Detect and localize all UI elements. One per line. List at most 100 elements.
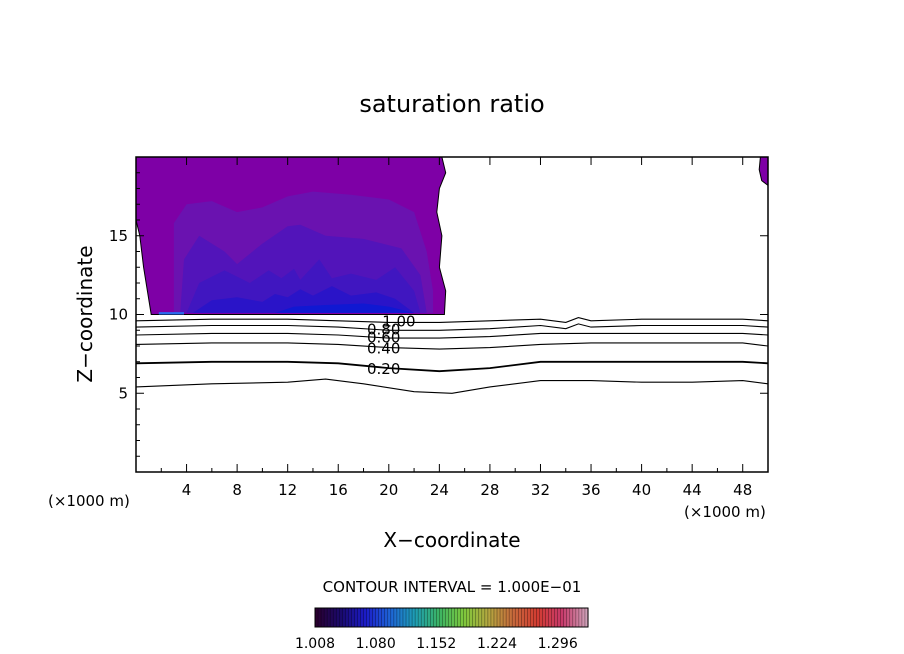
colorbar-cell (506, 608, 510, 627)
contour-line (136, 360, 768, 373)
x-tick-label: 12 (278, 481, 297, 499)
colorbar-cell (433, 608, 437, 627)
colorbar-cell (345, 608, 349, 627)
colorbar-cell (554, 608, 559, 627)
colorbar-cell (381, 608, 386, 627)
colorbar-cell (490, 608, 495, 627)
filled-region (158, 312, 184, 315)
colorbar-cell (487, 608, 492, 627)
colorbar-cell (318, 608, 322, 627)
contour-label: 0.20 (367, 360, 400, 378)
x-tick-label: 36 (581, 481, 600, 499)
colorbar-cell (366, 608, 371, 627)
x-ticks: 4 8 12 16 20 24 28 32 36 40 44 48 (160, 157, 752, 499)
y-tick-label: 10 (109, 306, 128, 324)
colorbar-cell (424, 608, 428, 627)
x-tick-label: 28 (480, 481, 499, 499)
colorbar-cell (469, 608, 474, 627)
colorbar-cell (533, 608, 538, 627)
colorbar-cell (557, 608, 562, 627)
x-tick-label: 24 (430, 481, 449, 499)
colorbar-cell (390, 608, 395, 627)
colorbar-cell (333, 608, 337, 627)
contour-line (136, 342, 768, 350)
colorbar-cell (472, 608, 477, 627)
colorbar-cell (518, 608, 522, 627)
colorbar-cell (457, 608, 462, 627)
contour-line (136, 323, 768, 331)
colorbar-cell (509, 608, 513, 627)
colorbar-cell (363, 608, 368, 627)
contour-label: 0.80 (367, 321, 400, 339)
colorbar-cell (402, 608, 407, 627)
filled-region (758, 157, 768, 187)
contour-label: 0.40 (367, 339, 400, 357)
colorbar-cell (521, 608, 525, 627)
colorbar-cell (415, 608, 419, 627)
colorbar-tick-label: 1.224 (477, 636, 517, 652)
colorbar-cell (542, 608, 547, 627)
y-tick-label: 15 (109, 227, 128, 245)
colorbar-cell (466, 608, 471, 627)
colorbar-cell (442, 608, 447, 627)
colorbar-cell (384, 608, 389, 627)
colorbar-cell (330, 608, 334, 627)
colorbar-cell (475, 608, 480, 627)
colorbar-cell (321, 608, 325, 627)
colorbar-cell (324, 608, 328, 627)
colorbar-tick-label: 1.296 (538, 636, 578, 652)
colorbar-cell (503, 608, 507, 627)
filled-region (275, 303, 415, 313)
colorbar-cell (448, 608, 453, 627)
colorbar-cell (439, 608, 443, 627)
colorbar-cell (375, 608, 380, 627)
colorbar-cell (575, 608, 580, 627)
colorbar-cell (578, 608, 583, 627)
colorbar-tick-label: 1.152 (416, 636, 456, 652)
x-tick-label: 4 (182, 481, 192, 499)
contour-line (136, 317, 768, 323)
colorbar-cell (351, 608, 356, 627)
colorbar-tick-label: 1.008 (295, 636, 335, 652)
colorbar-cell (560, 608, 565, 627)
colorbar-cell (327, 608, 331, 627)
colorbar-cell (348, 608, 352, 627)
colorbar-cell (500, 608, 504, 627)
colorbar-cell (409, 608, 413, 627)
colorbar-cell (342, 608, 346, 627)
colorbar-cell (566, 608, 571, 627)
x-tick-label: 8 (232, 481, 242, 499)
colorbar-cell (406, 608, 410, 627)
colorbar-cell (460, 608, 465, 627)
colorbar-cell (369, 608, 374, 627)
contour-line (136, 332, 768, 339)
x-tick-label: 16 (329, 481, 348, 499)
colorbar-cell (524, 608, 528, 627)
colorbar-cell (478, 608, 483, 627)
colorbar-cell (418, 608, 422, 627)
colorbar-tick-label: 1.080 (356, 636, 396, 652)
colorbar-cell (387, 608, 392, 627)
x-tick-label: 40 (632, 481, 651, 499)
colorbar-cell (497, 608, 501, 627)
colorbar-cell (581, 608, 586, 627)
colorbar-cell (536, 608, 541, 627)
contour-labels: 0.20 0.400.600.801.00 (367, 313, 416, 378)
colorbar-cell (584, 608, 589, 627)
colorbar-cell (451, 608, 456, 627)
colorbar-cell (545, 608, 550, 627)
colorbar-cell (436, 608, 440, 627)
colorbar-cell (427, 608, 431, 627)
colorbar-cell (421, 608, 425, 627)
colorbar-ticks: 1.008 1.080 1.152 1.224 1.296 (295, 636, 578, 652)
colorbar-cell (484, 608, 489, 627)
colorbar-cell (399, 608, 404, 627)
colorbar-cell (481, 608, 486, 627)
filled-regions (136, 157, 768, 315)
contour-label: 0.60 (367, 328, 400, 346)
colorbar-cell (527, 608, 531, 627)
colorbar-cell (336, 608, 340, 627)
x-axis-label: X−coordinate (383, 528, 520, 552)
x-tick-label: 44 (683, 481, 702, 499)
